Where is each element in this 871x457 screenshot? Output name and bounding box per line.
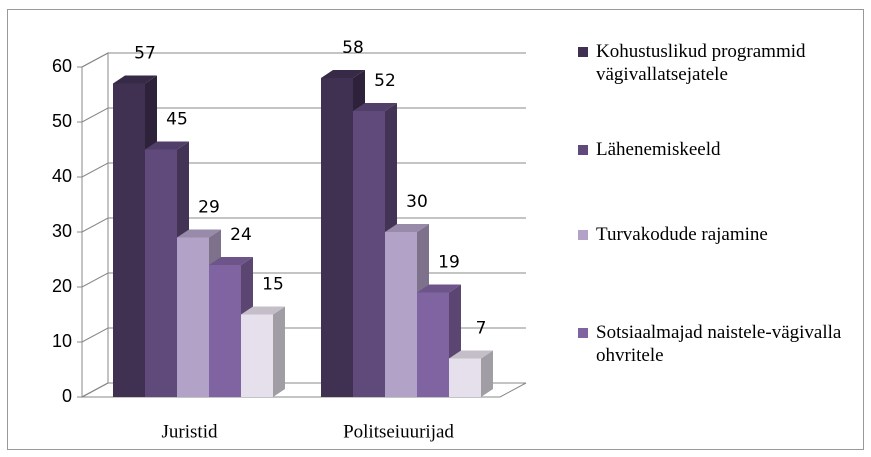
legend-swatch: [578, 145, 588, 155]
data-label: 7: [476, 319, 487, 339]
bar-front: [353, 111, 385, 397]
bar-front: [113, 83, 145, 397]
legend-swatch: [578, 328, 588, 338]
data-label: 15: [262, 275, 284, 295]
legend-label: Sotsiaalmajad naistele-vägivalla ohvrite…: [596, 322, 842, 366]
y-tick-label: 60: [52, 56, 72, 76]
bar-front: [241, 314, 273, 397]
legend-item: Kohustuslikud programmid vägivallatsejat…: [578, 40, 843, 86]
legend-item: Lähenemiskeeld: [578, 138, 843, 161]
legend-label: Lähenemiskeeld: [596, 139, 721, 160]
bar-front: [449, 358, 481, 397]
bar-top: [177, 229, 221, 238]
y-tick-label: 30: [52, 221, 72, 241]
bar: [241, 306, 285, 397]
y-tick-label: 10: [52, 331, 72, 351]
legend-item: Sotsiaalmajad naistele-vägivalla ohvrite…: [578, 321, 843, 367]
bar-top: [449, 350, 493, 359]
bar-top: [241, 306, 285, 315]
legend-label: Kohustuslikud programmid vägivallatsejat…: [596, 41, 806, 85]
bar-front: [417, 292, 449, 397]
bar-front: [177, 237, 209, 397]
data-label: 24: [230, 225, 252, 245]
bar-side: [481, 350, 493, 397]
bar-top: [417, 284, 461, 293]
data-label: 58: [342, 38, 364, 58]
bar-top: [209, 257, 253, 265]
y-tick-label: 0: [62, 386, 72, 406]
bar-top: [113, 75, 157, 84]
bar-top: [145, 141, 189, 150]
data-label: 57: [134, 44, 156, 64]
bar: [449, 350, 493, 397]
data-label: 19: [438, 253, 460, 273]
data-label: 30: [406, 192, 428, 212]
bar-front: [145, 149, 177, 397]
y-tick-label: 50: [52, 111, 72, 131]
legend-item: Turvakodude rajamine: [578, 223, 843, 246]
bar-top: [385, 224, 429, 232]
x-tick-label: Politseiuurijad: [343, 421, 454, 442]
legend-swatch: [578, 230, 588, 240]
x-tick-label: Juristid: [162, 421, 218, 442]
bar-side: [273, 306, 285, 397]
data-label: 29: [198, 198, 220, 218]
bar-front: [385, 232, 417, 397]
y-tick-label: 40: [52, 166, 72, 186]
bar-top: [353, 103, 397, 111]
y-tick-label: 20: [52, 276, 72, 296]
legend-label: Turvakodude rajamine: [596, 224, 768, 245]
grid-line: [81, 52, 526, 68]
bar-top: [321, 70, 365, 78]
data-label: 52: [374, 71, 396, 91]
bar-front: [321, 78, 353, 397]
data-label: 45: [166, 110, 188, 130]
legend-swatch: [578, 47, 588, 57]
bar-front: [209, 265, 241, 397]
bar: [321, 70, 365, 397]
